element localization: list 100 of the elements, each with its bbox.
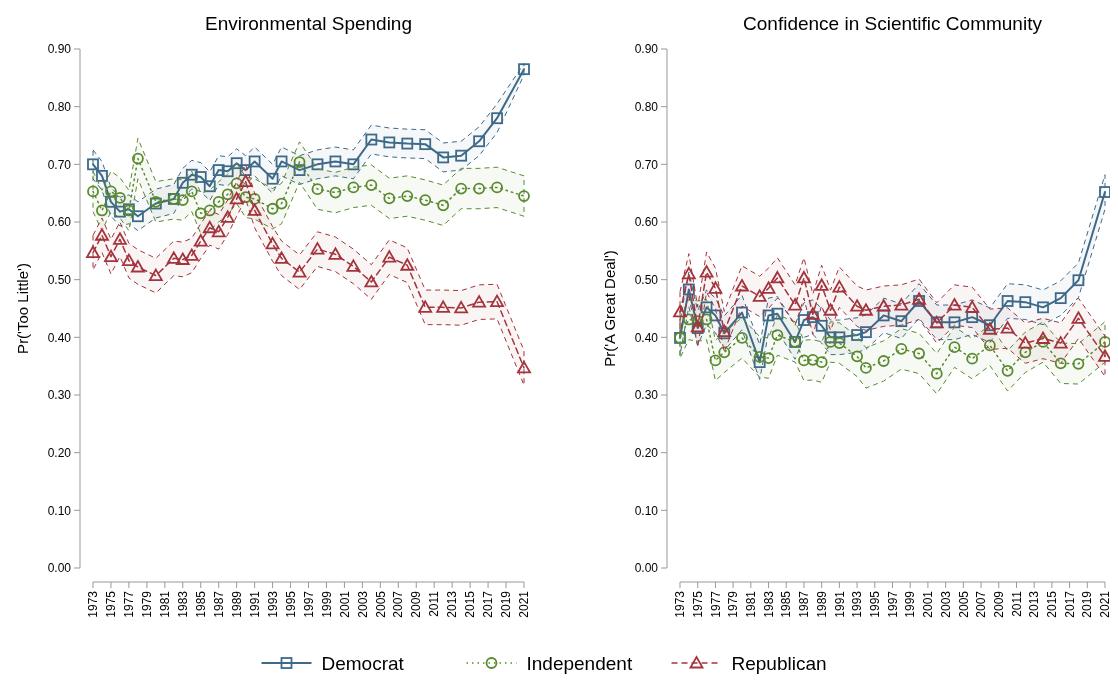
point <box>418 300 433 313</box>
x-tick-label: 1995 <box>867 590 882 618</box>
point <box>718 346 731 359</box>
point <box>203 204 216 217</box>
point <box>148 268 163 282</box>
x-tick-label: 1989 <box>229 590 244 618</box>
x-tick-label: 1999 <box>319 590 334 618</box>
point <box>114 191 126 204</box>
x-tick-label: 1985 <box>193 590 208 618</box>
point <box>1099 186 1110 198</box>
x-tick-label: 1977 <box>122 590 137 618</box>
point <box>132 152 144 165</box>
y-axis-title: Pr('Too Little') <box>14 263 31 354</box>
point <box>230 157 243 170</box>
x-tick-label: 2009 <box>409 590 424 618</box>
point <box>833 337 846 349</box>
point <box>193 234 208 247</box>
point <box>1054 357 1067 370</box>
point <box>436 300 451 313</box>
point <box>311 183 324 196</box>
point <box>736 306 748 319</box>
x-tick-label: 1973 <box>673 590 688 618</box>
y-tick-label: 0.70 <box>47 157 72 172</box>
point <box>805 307 820 320</box>
point <box>87 158 99 171</box>
point <box>806 353 819 366</box>
legend-label: Independent <box>526 652 633 674</box>
point <box>292 265 307 278</box>
point <box>105 185 117 198</box>
chart-title: Environmental Spending <box>204 13 413 34</box>
point <box>401 137 414 150</box>
point <box>265 237 280 250</box>
x-tick-label: 2017 <box>1062 590 1077 618</box>
point <box>248 193 261 205</box>
point <box>419 138 432 151</box>
point <box>947 298 962 311</box>
y-tick-label: 0.70 <box>634 157 659 172</box>
point <box>239 191 252 204</box>
legend-label: Democrat <box>321 652 405 674</box>
point <box>185 185 198 198</box>
point <box>851 329 863 341</box>
point <box>274 251 289 264</box>
point <box>220 210 235 223</box>
point <box>699 265 714 278</box>
x-tick-label: 2009 <box>991 590 1006 618</box>
point <box>86 245 100 258</box>
point <box>131 260 145 273</box>
point <box>490 294 504 307</box>
point <box>1099 336 1110 348</box>
point <box>1018 336 1033 349</box>
point <box>401 190 414 202</box>
point <box>311 158 324 171</box>
point <box>212 164 225 176</box>
point <box>753 356 766 369</box>
point <box>114 205 126 218</box>
x-tick-label: 1993 <box>265 590 280 618</box>
point <box>175 252 190 265</box>
point <box>437 199 450 212</box>
point <box>473 182 485 195</box>
point <box>365 179 378 191</box>
y-axis-title: Pr('A Great Deal') <box>601 250 618 367</box>
point <box>700 313 713 326</box>
point <box>691 315 704 328</box>
x-tick-label: 2007 <box>974 590 989 618</box>
x-tick-label: 2019 <box>1080 590 1095 618</box>
point <box>266 202 279 215</box>
point <box>877 355 890 367</box>
point <box>1019 346 1032 359</box>
x-tick-label: 1987 <box>211 590 226 618</box>
x-tick-label: 2021 <box>517 590 532 618</box>
point <box>473 135 485 148</box>
x-tick-label: 2001 <box>921 590 936 618</box>
x-tick-label: 2007 <box>391 590 406 618</box>
point <box>491 181 503 194</box>
x-tick-label: 1995 <box>283 590 298 618</box>
x-tick-label: 1989 <box>814 590 829 618</box>
point <box>788 298 802 311</box>
point <box>814 278 829 291</box>
point <box>518 190 530 202</box>
point <box>212 195 225 208</box>
x-tick-label: 2013 <box>445 590 460 618</box>
y-tick-label: 0.90 <box>634 42 659 57</box>
point <box>709 309 722 322</box>
point <box>1053 336 1068 349</box>
y-tick-label: 0.10 <box>634 503 659 518</box>
point <box>202 220 217 234</box>
point <box>681 267 696 280</box>
x-tick-label: 2011 <box>427 590 442 617</box>
point <box>860 362 872 374</box>
point <box>211 224 226 238</box>
point <box>293 156 306 168</box>
point <box>517 361 531 374</box>
point <box>1072 274 1085 287</box>
point <box>248 155 261 168</box>
point <box>1001 364 1014 377</box>
y-tick-label: 0.40 <box>47 330 72 345</box>
point <box>930 367 943 380</box>
x-tick-label: 1979 <box>140 590 155 618</box>
x-tick-label: 1975 <box>104 590 119 618</box>
point <box>347 158 360 171</box>
